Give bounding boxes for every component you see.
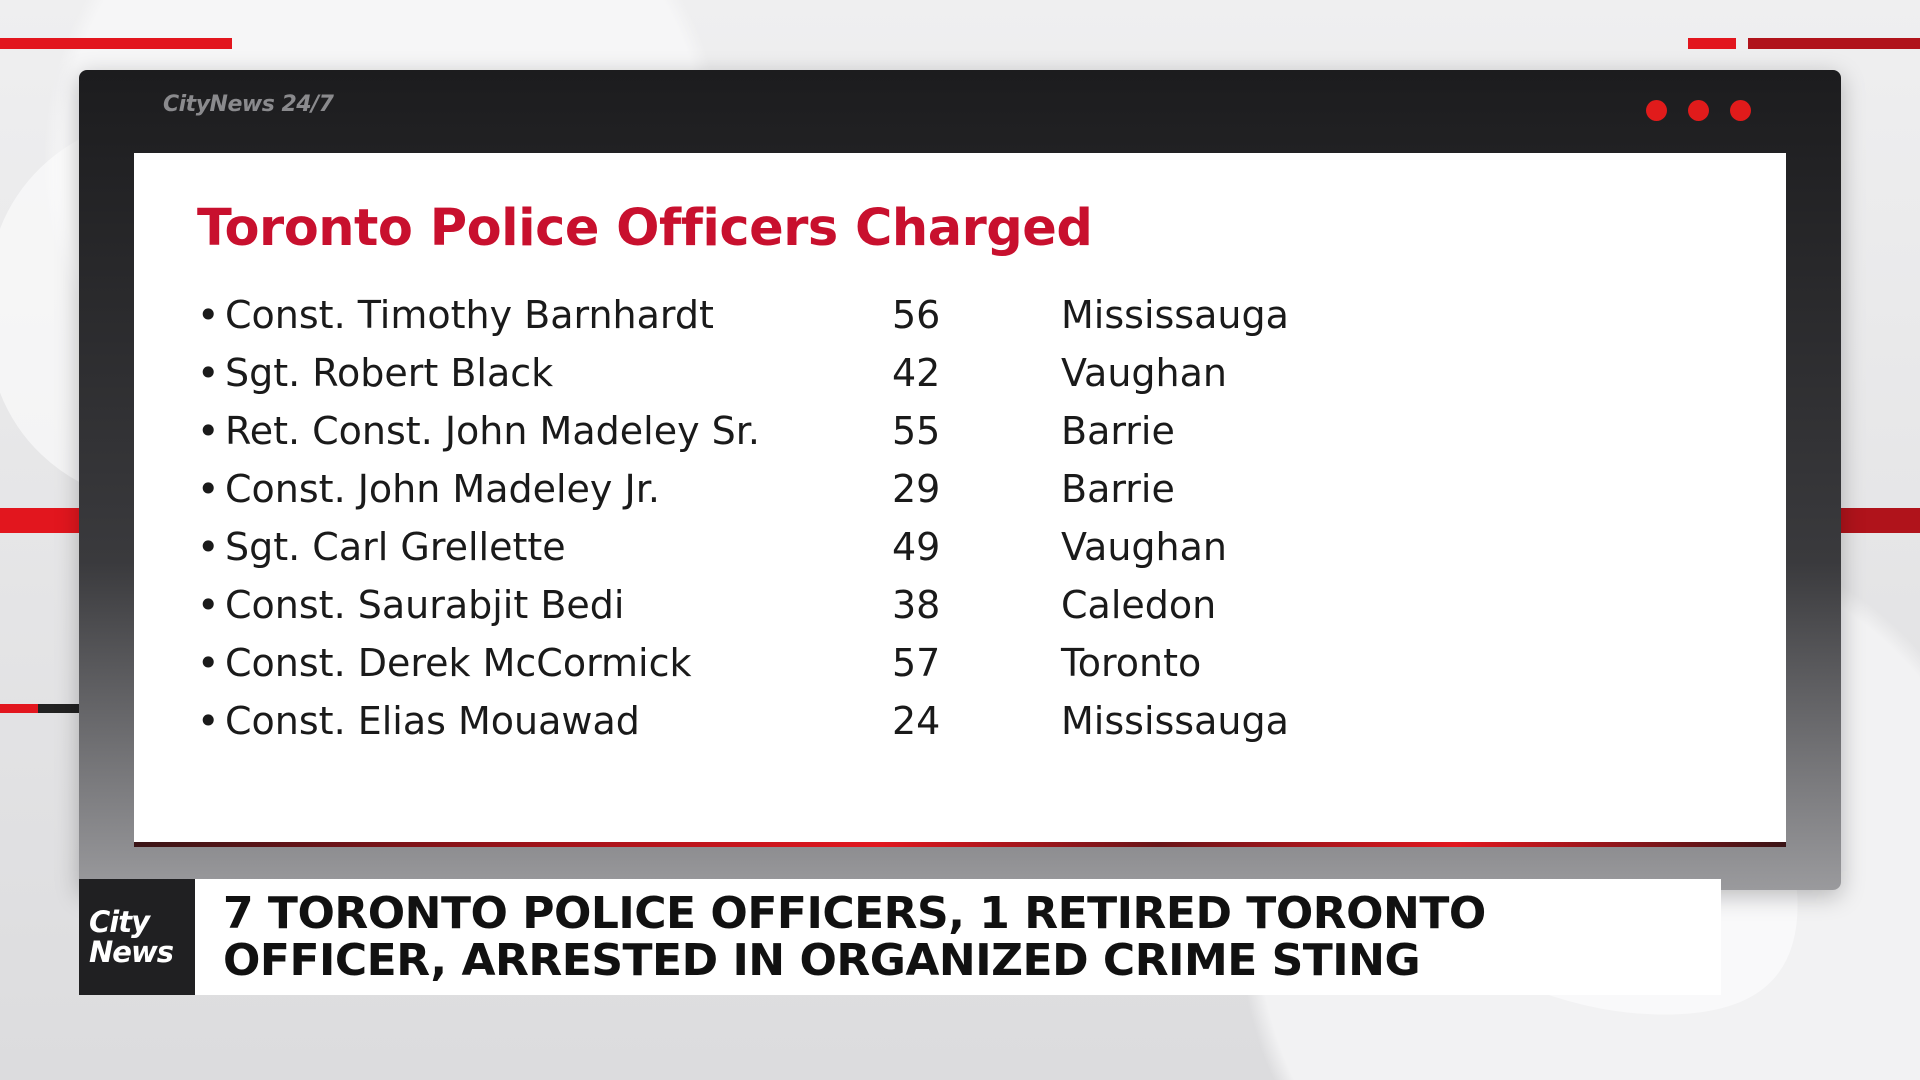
officer-age: 56 <box>892 293 941 337</box>
officer-name: Const. Derek McCormick <box>225 641 692 685</box>
officer-name: Const. Saurabjit Bedi <box>225 583 625 627</box>
lower-third: City News 7 TORONTO POLICE OFFICERS, 1 R… <box>79 879 1721 995</box>
slide-panel: Toronto Police Officers Charged • Const.… <box>134 153 1786 844</box>
accent-bar <box>1840 508 1920 533</box>
bullet: • <box>197 467 220 511</box>
red-dot-icon <box>1688 100 1709 121</box>
officer-age: 49 <box>892 525 941 569</box>
slide-title: Toronto Police Officers Charged <box>197 199 1093 258</box>
officer-age: 57 <box>892 641 941 685</box>
officer-age: 24 <box>892 699 941 743</box>
officer-name: Const. Timothy Barnhardt <box>225 293 714 337</box>
officer-name: Sgt. Carl Grellette <box>225 525 566 569</box>
accent-bar <box>0 704 38 713</box>
red-dot-icon <box>1646 100 1667 121</box>
bullet: • <box>197 583 220 627</box>
bullet: • <box>197 699 220 743</box>
accent-bar <box>38 704 80 713</box>
bullet: • <box>197 525 220 569</box>
headline-line-2: OFFICER, ARRESTED IN ORGANIZED CRIME STI… <box>223 935 1421 986</box>
officer-age: 42 <box>892 351 941 395</box>
panel-accent-line <box>134 842 1786 847</box>
officer-city: Toronto <box>1061 641 1202 685</box>
officer-city: Mississauga <box>1061 699 1289 743</box>
officer-age: 38 <box>892 583 941 627</box>
accent-bar <box>0 38 232 49</box>
citynews-247-logo: CityNews 24/7 <box>163 92 334 117</box>
officer-name: Sgt. Robert Black <box>225 351 554 395</box>
accent-bar <box>0 508 80 533</box>
bullet: • <box>197 293 220 337</box>
headline-line-1: 7 TORONTO POLICE OFFICERS, 1 RETIRED TOR… <box>223 888 1486 939</box>
logo-text-news: News <box>89 935 174 969</box>
bullet: • <box>197 641 220 685</box>
bullet: • <box>197 409 220 453</box>
citynews-logo: City News <box>79 879 195 995</box>
officer-name: Ret. Const. John Madeley Sr. <box>225 409 760 453</box>
officer-name: Const. John Madeley Jr. <box>225 467 660 511</box>
officer-city: Caledon <box>1061 583 1217 627</box>
officer-name: Const. Elias Mouawad <box>225 699 640 743</box>
bullet: • <box>197 351 220 395</box>
window-dots <box>1646 100 1751 121</box>
officer-age: 55 <box>892 409 941 453</box>
logo-text-city: City <box>89 905 150 939</box>
officer-age: 29 <box>892 467 941 511</box>
officer-city: Mississauga <box>1061 293 1289 337</box>
accent-bar <box>1748 38 1920 49</box>
red-dot-icon <box>1730 100 1751 121</box>
officer-city: Vaughan <box>1061 351 1227 395</box>
officer-city: Vaughan <box>1061 525 1227 569</box>
accent-bar <box>1688 38 1736 49</box>
officer-city: Barrie <box>1061 409 1175 453</box>
headline: 7 TORONTO POLICE OFFICERS, 1 RETIRED TOR… <box>195 879 1721 995</box>
officer-city: Barrie <box>1061 467 1175 511</box>
